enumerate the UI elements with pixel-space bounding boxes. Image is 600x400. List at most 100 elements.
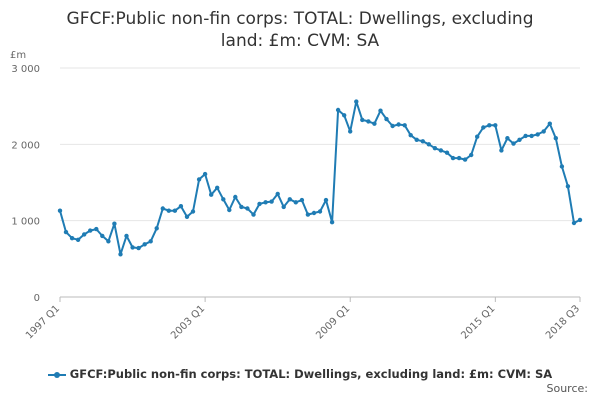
data-point[interactable] [384,116,389,122]
data-point[interactable] [136,245,141,251]
data-point[interactable] [547,121,552,126]
data-point[interactable] [529,133,534,139]
data-point[interactable] [354,99,359,104]
data-point[interactable] [402,123,407,128]
legend-swatch [47,370,66,380]
data-point[interactable] [311,210,317,216]
data-point[interactable] [553,136,558,141]
data-point[interactable] [75,237,81,242]
data-point[interactable] [63,229,69,235]
data-point[interactable] [196,177,202,182]
data-point[interactable] [88,228,93,233]
data-point[interactable] [499,148,504,153]
data-point[interactable] [130,245,135,250]
x-tick-label: 2009 Q1 [314,303,352,341]
data-point[interactable] [335,107,341,113]
data-point[interactable] [245,206,250,211]
data-point[interactable] [100,233,105,239]
data-point[interactable] [190,209,196,214]
data-point[interactable] [342,113,347,118]
data-point[interactable] [94,226,99,232]
data-point[interactable] [523,133,528,139]
data-point[interactable] [82,232,87,237]
data-point[interactable] [414,137,419,142]
data-point[interactable] [305,212,311,217]
data-point[interactable] [106,239,111,244]
data-point[interactable] [378,108,383,113]
data-point[interactable] [148,239,153,244]
data-point[interactable] [487,123,492,128]
data-point[interactable] [142,242,147,247]
data-point[interactable] [396,122,401,127]
data-point[interactable] [390,123,395,129]
y-tick-label: 1 000 [11,217,40,228]
y-axis-unit-label: £m [10,50,26,61]
data-point[interactable] [559,164,565,169]
data-point[interactable] [517,137,522,142]
y-tick-label: 3 000 [11,64,40,75]
data-point[interactable] [493,123,498,128]
chart-title-line-1: GFCF:Public non-fin corps: TOTAL: Dwelli… [66,9,534,29]
data-point[interactable] [293,200,298,205]
data-point[interactable] [221,197,226,202]
data-point[interactable] [233,194,238,200]
data-point[interactable] [432,146,438,151]
data-point[interactable] [269,199,274,204]
data-point[interactable] [263,200,268,205]
series-line [59,100,581,256]
data-point[interactable] [475,134,480,139]
data-point[interactable] [281,204,286,210]
data-point[interactable] [160,206,165,211]
data-point[interactable] [299,197,305,203]
data-point[interactable] [287,197,292,202]
data-point[interactable] [184,214,190,219]
data-point[interactable] [420,139,425,144]
data-point[interactable] [456,155,462,161]
data-point[interactable] [366,119,371,124]
data-point[interactable] [154,226,159,231]
data-point[interactable] [166,208,171,213]
data-point[interactable] [571,220,577,226]
data-point[interactable] [511,141,516,146]
data-point[interactable] [112,221,117,226]
data-point[interactable] [317,209,323,214]
data-point[interactable] [372,121,377,126]
data-point[interactable] [57,208,63,213]
data-point[interactable] [202,171,208,177]
data-point[interactable] [69,236,75,241]
data-point[interactable] [450,155,456,161]
x-axis: 1997 Q1 2003 Q1 2009 Q1 2015 Q1 2018 Q3 [24,297,582,341]
data-point[interactable] [118,252,123,257]
data-point[interactable] [360,117,365,123]
legend[interactable]: GFCF:Public non-fin corps: TOTAL: Dwelli… [0,367,600,381]
data-point[interactable] [481,125,486,130]
data-point[interactable] [329,220,335,225]
data-point[interactable] [541,129,546,134]
data-point[interactable] [124,233,129,239]
data-point[interactable] [251,212,256,217]
data-point[interactable] [178,204,184,209]
data-point[interactable] [462,157,468,162]
chart-title: GFCF:Public non-fin corps: TOTAL: Dwelli… [0,8,600,52]
data-point[interactable] [215,185,220,190]
data-point[interactable] [469,152,474,158]
data-point[interactable] [172,208,178,213]
data-point[interactable] [565,184,571,189]
data-point[interactable] [257,201,262,207]
data-point[interactable] [348,129,353,134]
data-point[interactable] [323,197,329,203]
y-axis-ticks: 0 1 000 2 000 3 000 [11,64,40,304]
data-point[interactable] [275,191,280,197]
data-point[interactable] [438,148,444,153]
data-point[interactable] [577,217,583,223]
data-point[interactable] [227,207,232,213]
data-point[interactable] [535,132,540,137]
data-point[interactable] [426,142,431,147]
data-point[interactable] [505,136,510,141]
data-point[interactable] [444,150,450,155]
data-point[interactable] [209,192,214,197]
data-point[interactable] [408,133,413,138]
x-tick-label: 2018 Q3 [544,303,582,341]
data-point[interactable] [239,204,244,210]
